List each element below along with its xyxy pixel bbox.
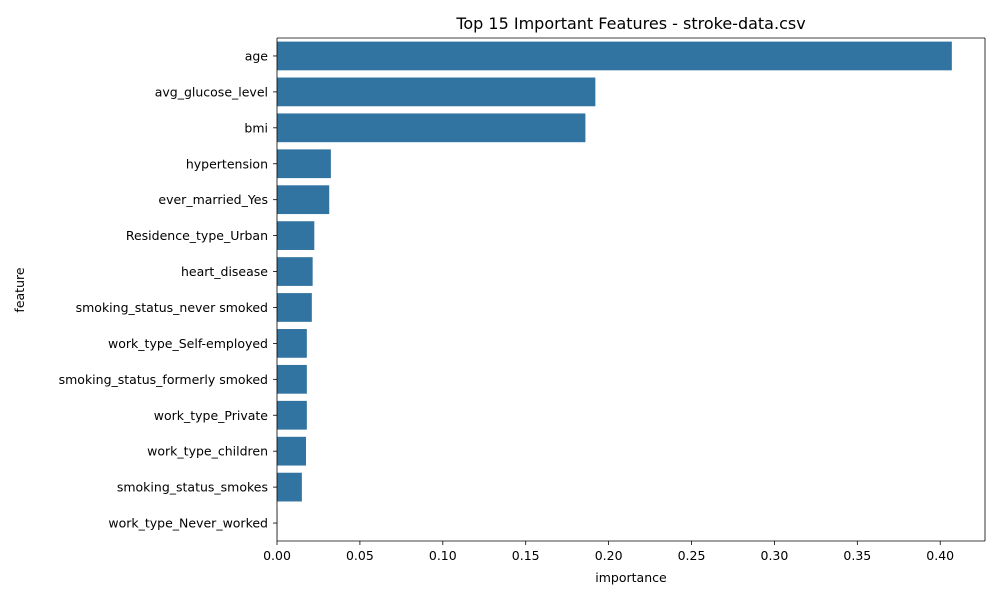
y-tick-label: bmi — [244, 120, 268, 135]
y-tick-label: work_type_Self-employed — [108, 336, 268, 351]
bar-ever-married-yes — [277, 185, 329, 214]
bar-heart-disease — [277, 257, 313, 286]
y-tick-label: hypertension — [186, 156, 268, 171]
y-tick-label: age — [245, 48, 269, 63]
bar-work-type-children — [277, 437, 306, 466]
bar-work-type-private — [277, 401, 307, 430]
y-tick-label: smoking_status_never smoked — [76, 300, 268, 315]
x-tick-label: 0.00 — [263, 548, 291, 563]
bar-avg-glucose-level — [277, 78, 595, 107]
x-tick-label: 0.35 — [843, 548, 871, 563]
y-tick-label: smoking_status_smokes — [117, 480, 268, 495]
bar-residence-type-urban — [277, 221, 314, 250]
y-tick-label: work_type_Never_worked — [108, 516, 268, 531]
x-tick-label: 0.40 — [926, 548, 954, 563]
x-tick-label: 0.10 — [429, 548, 457, 563]
y-axis-label: feature — [12, 267, 27, 312]
chart-title: Top 15 Important Features - stroke-data.… — [455, 14, 805, 33]
bar-bmi — [277, 113, 585, 142]
bar-smoking-status-never-smoked — [277, 293, 312, 322]
x-tick-label: 0.05 — [346, 548, 374, 563]
x-ticks-group: 0.00 0.05 0.10 0.15 0.20 0.25 0.30 0.35 0.40 — [263, 541, 954, 563]
y-tick-label: work_type_Private — [154, 408, 269, 423]
y-tick-label: work_type_children — [147, 444, 268, 459]
bar-work-type-self-employed — [277, 329, 307, 358]
bar-hypertension — [277, 149, 331, 178]
bar-smoking-status-smokes — [277, 473, 302, 502]
y-tick-label: heart_disease — [181, 264, 268, 279]
bar-age — [277, 42, 952, 71]
x-tick-label: 0.30 — [761, 548, 789, 563]
bar-smoking-status-formerly-smoked — [277, 365, 307, 394]
y-tick-label: Residence_type_Urban — [126, 228, 268, 243]
y-tick-label: smoking_status_formerly smoked — [59, 372, 268, 387]
x-axis-label: importance — [595, 570, 667, 585]
bars-group — [277, 42, 952, 538]
x-tick-label: 0.20 — [595, 548, 623, 563]
y-tick-label: ever_married_Yes — [158, 192, 268, 207]
x-tick-label: 0.15 — [512, 548, 540, 563]
y-tick-label: avg_glucose_level — [155, 84, 268, 99]
x-tick-label: 0.25 — [678, 548, 706, 563]
